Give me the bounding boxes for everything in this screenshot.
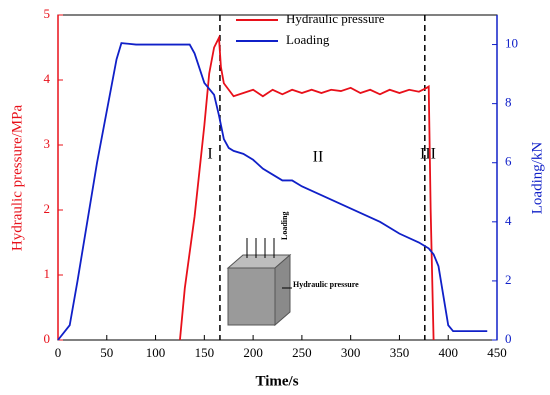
inset-label: Loading bbox=[280, 212, 289, 240]
x-axis-label: Time/s bbox=[255, 373, 298, 389]
x-tick-label: 350 bbox=[390, 345, 410, 360]
series-line bbox=[57, 42, 488, 341]
y-axis-label: Hydraulic pressure/MPa bbox=[9, 105, 25, 252]
x-tick-label: 100 bbox=[146, 345, 166, 360]
y2-tick-label: 10 bbox=[505, 36, 518, 51]
inset-diagram: Loading Hydraulic pressure bbox=[226, 212, 359, 327]
y2-tick-label: 2 bbox=[505, 272, 512, 287]
inset-label: Hydraulic pressure bbox=[293, 280, 359, 289]
x-tick-label: 200 bbox=[243, 345, 263, 360]
y2-tick-label: 6 bbox=[505, 154, 512, 169]
series-line bbox=[179, 34, 435, 341]
x-tick-label: 150 bbox=[195, 345, 215, 360]
x-tick-label: 0 bbox=[55, 345, 62, 360]
stage-label: III bbox=[420, 146, 436, 163]
legend-label: Hydraulic pressure bbox=[286, 11, 385, 26]
y2-tick-label: 0 bbox=[505, 331, 512, 346]
x-tick-label: 450 bbox=[487, 345, 507, 360]
stage-label: II bbox=[313, 149, 324, 166]
x-tick-label: 250 bbox=[292, 345, 312, 360]
y-tick-label: 1 bbox=[44, 266, 51, 281]
x-tick-label: 400 bbox=[438, 345, 458, 360]
y-tick-label: 3 bbox=[44, 136, 51, 151]
legend-label: Loading bbox=[286, 32, 330, 47]
cube-side bbox=[274, 253, 291, 327]
y2-tick-label: 4 bbox=[505, 213, 512, 228]
y-tick-label: 5 bbox=[44, 6, 51, 21]
cube-front bbox=[227, 267, 276, 326]
stage-label: I bbox=[207, 146, 212, 163]
y2-axis-label: Loading/kN bbox=[529, 142, 545, 215]
y-tick-label: 0 bbox=[44, 331, 51, 346]
y2-tick-label: 8 bbox=[505, 95, 512, 110]
y-tick-label: 4 bbox=[44, 71, 51, 86]
y-tick-label: 2 bbox=[44, 201, 51, 216]
x-tick-label: 50 bbox=[100, 345, 113, 360]
x-tick-label: 300 bbox=[341, 345, 361, 360]
